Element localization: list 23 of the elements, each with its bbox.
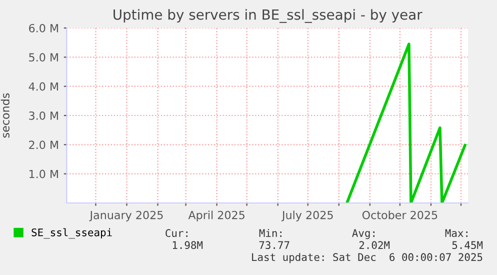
text: 1.98M	[172, 241, 203, 250]
text: 2.02M	[359, 241, 390, 250]
y-axis-title: seconds	[0, 93, 10, 138]
text: Last update: Sat Dec 6 00:00:07 2025	[252, 252, 482, 264]
y-tick-label: 1.0 M	[29, 170, 58, 178]
x-tick-label: April 2025	[188, 210, 244, 222]
x-tick-label: July 2025	[281, 210, 333, 222]
y-tick-label: 4.0 M	[28, 82, 58, 91]
legend-label: SE_ssl_sseapi	[32, 228, 112, 239]
text: Min:	[259, 228, 282, 237]
y-tick-label: 2.0 M	[29, 140, 58, 150]
x-tick-label: January 2025	[89, 210, 163, 222]
text: Avg:	[352, 229, 374, 240]
text: 73.77	[259, 241, 290, 250]
x-tick-label: October 2025	[362, 210, 438, 220]
y-tick-label: 5.0 M	[29, 53, 58, 62]
text: Cur:	[166, 229, 188, 238]
text: 5.45M	[452, 241, 483, 250]
text: Max:	[445, 229, 468, 238]
chart-title: Uptime by servers in BE_ssl_sseapi - by year	[114, 9, 422, 23]
y-tick-label: 6.0 M	[29, 24, 58, 32]
line-series	[346, 42, 466, 203]
y-tick-label: 3.0 M	[29, 111, 58, 120]
